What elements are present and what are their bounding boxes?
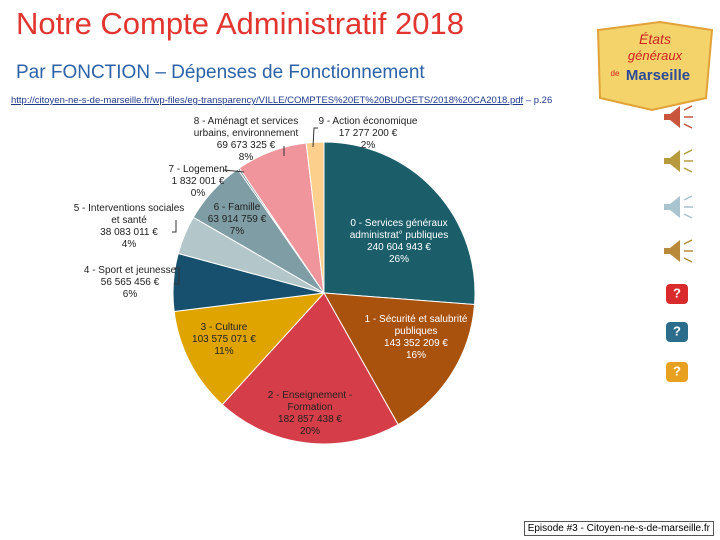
sound-icons xyxy=(664,105,693,382)
source: http://citoyen-ne-s-de-marseille.fr/wp-f… xyxy=(11,95,552,106)
slice-label: 3 - Culture 103 575 071 €11% xyxy=(188,322,260,358)
slice-name: 5 - Interventions sociales et santé xyxy=(73,203,185,226)
pie-slice xyxy=(323,141,476,306)
slice-name: 0 - Services généraux administrat° publi… xyxy=(349,218,449,241)
slice-percent: 8% xyxy=(238,152,254,163)
slice-name: 3 - Culture xyxy=(200,322,248,333)
slice-amount: 17 277 200 € xyxy=(338,128,398,139)
slice-amount: 63 914 759 € xyxy=(207,214,267,225)
slice-label: 5 - Interventions sociales et santé 38 08… xyxy=(70,203,188,251)
slice-percent: 0% xyxy=(190,188,206,199)
subtitle: Par FONCTION – Dépenses de Fonctionnemen… xyxy=(16,62,425,83)
slice-name: 6 - Famille xyxy=(213,202,261,213)
slice-label: 7 - Logement 1 832 001 €0% xyxy=(160,164,236,200)
slice-name: 1 - Sécurité et salubrité publiques xyxy=(364,314,468,337)
slice-amount: 69 673 325 € xyxy=(216,140,276,151)
slice-amount: 38 083 011 € xyxy=(100,227,158,238)
help-button[interactable]: ? xyxy=(673,285,681,300)
pie-slice xyxy=(221,292,399,445)
slice-percent: 26% xyxy=(388,254,409,265)
pie-slice xyxy=(305,141,325,294)
slice-name: 7 - Logement xyxy=(168,164,228,175)
slice-amount: 56 565 456 € xyxy=(100,277,160,288)
logo: États généraux de Marseille xyxy=(596,20,714,112)
slice-amount: 240 604 943 € xyxy=(367,242,431,253)
logo-text: généraux xyxy=(628,48,683,63)
slice-name: 2 - Enseignement - Formation xyxy=(267,390,353,413)
slice-amount: 103 575 071 € xyxy=(192,334,256,345)
slice-label: 2 - Enseignement - Formation 182 857 438 … xyxy=(262,390,358,438)
slice-label: 1 - Sécurité et salubrité publiques 143 3… xyxy=(360,314,472,362)
slice-label: 8 - Aménagt et services urbains, environ… xyxy=(186,116,306,164)
slice-name: 8 - Aménagt et services urbains, environ… xyxy=(193,116,299,139)
pie-slice xyxy=(323,292,476,426)
slice-amount: 182 857 438 € xyxy=(278,414,342,425)
slice-name: 9 - Action économique xyxy=(318,116,418,127)
footer: Episode #3 - Citoyen-ne-s-de-marseille.f… xyxy=(523,521,714,536)
help-button[interactable]: ? xyxy=(673,323,681,338)
logo-text: Marseille xyxy=(626,67,690,84)
title: Notre Compte Administratif 2018 xyxy=(16,6,464,41)
slice-percent: 16% xyxy=(405,350,426,361)
slice-percent: 20% xyxy=(299,426,320,437)
source-link[interactable]: http://citoyen-ne-s-de-marseille.fr/wp-f… xyxy=(11,95,524,106)
logo-text: de xyxy=(611,69,620,78)
slice-label: 6 - Famille 63 914 759 €7% xyxy=(202,202,272,238)
source-page: – p.26 xyxy=(525,95,553,106)
slice-percent: 6% xyxy=(122,289,138,300)
leader-line xyxy=(172,220,177,233)
slice-amount: 1 832 001 € xyxy=(171,176,225,187)
leader-line xyxy=(174,267,180,285)
pie-slice xyxy=(173,292,326,406)
help-button[interactable]: ? xyxy=(673,363,681,378)
slice-label: 9 - Action économique 17 277 200 €2% xyxy=(308,116,428,152)
slice-name: 4 - Sport et jeunesse xyxy=(83,265,177,276)
slice-percent: 7% xyxy=(229,226,245,237)
leader-line xyxy=(223,169,245,173)
leader-line xyxy=(312,127,318,148)
slice-label: 0 - Services généraux administrat° publi… xyxy=(340,218,458,266)
slice-amount: 143 352 209 € xyxy=(384,338,448,349)
slice-percent: 4% xyxy=(121,239,137,250)
slice-percent: 2% xyxy=(360,140,376,151)
slice-percent: 11% xyxy=(214,346,234,357)
slice-label: 4 - Sport et jeunesse 56 565 456 €6% xyxy=(76,265,184,301)
logo-text: États xyxy=(639,31,671,47)
